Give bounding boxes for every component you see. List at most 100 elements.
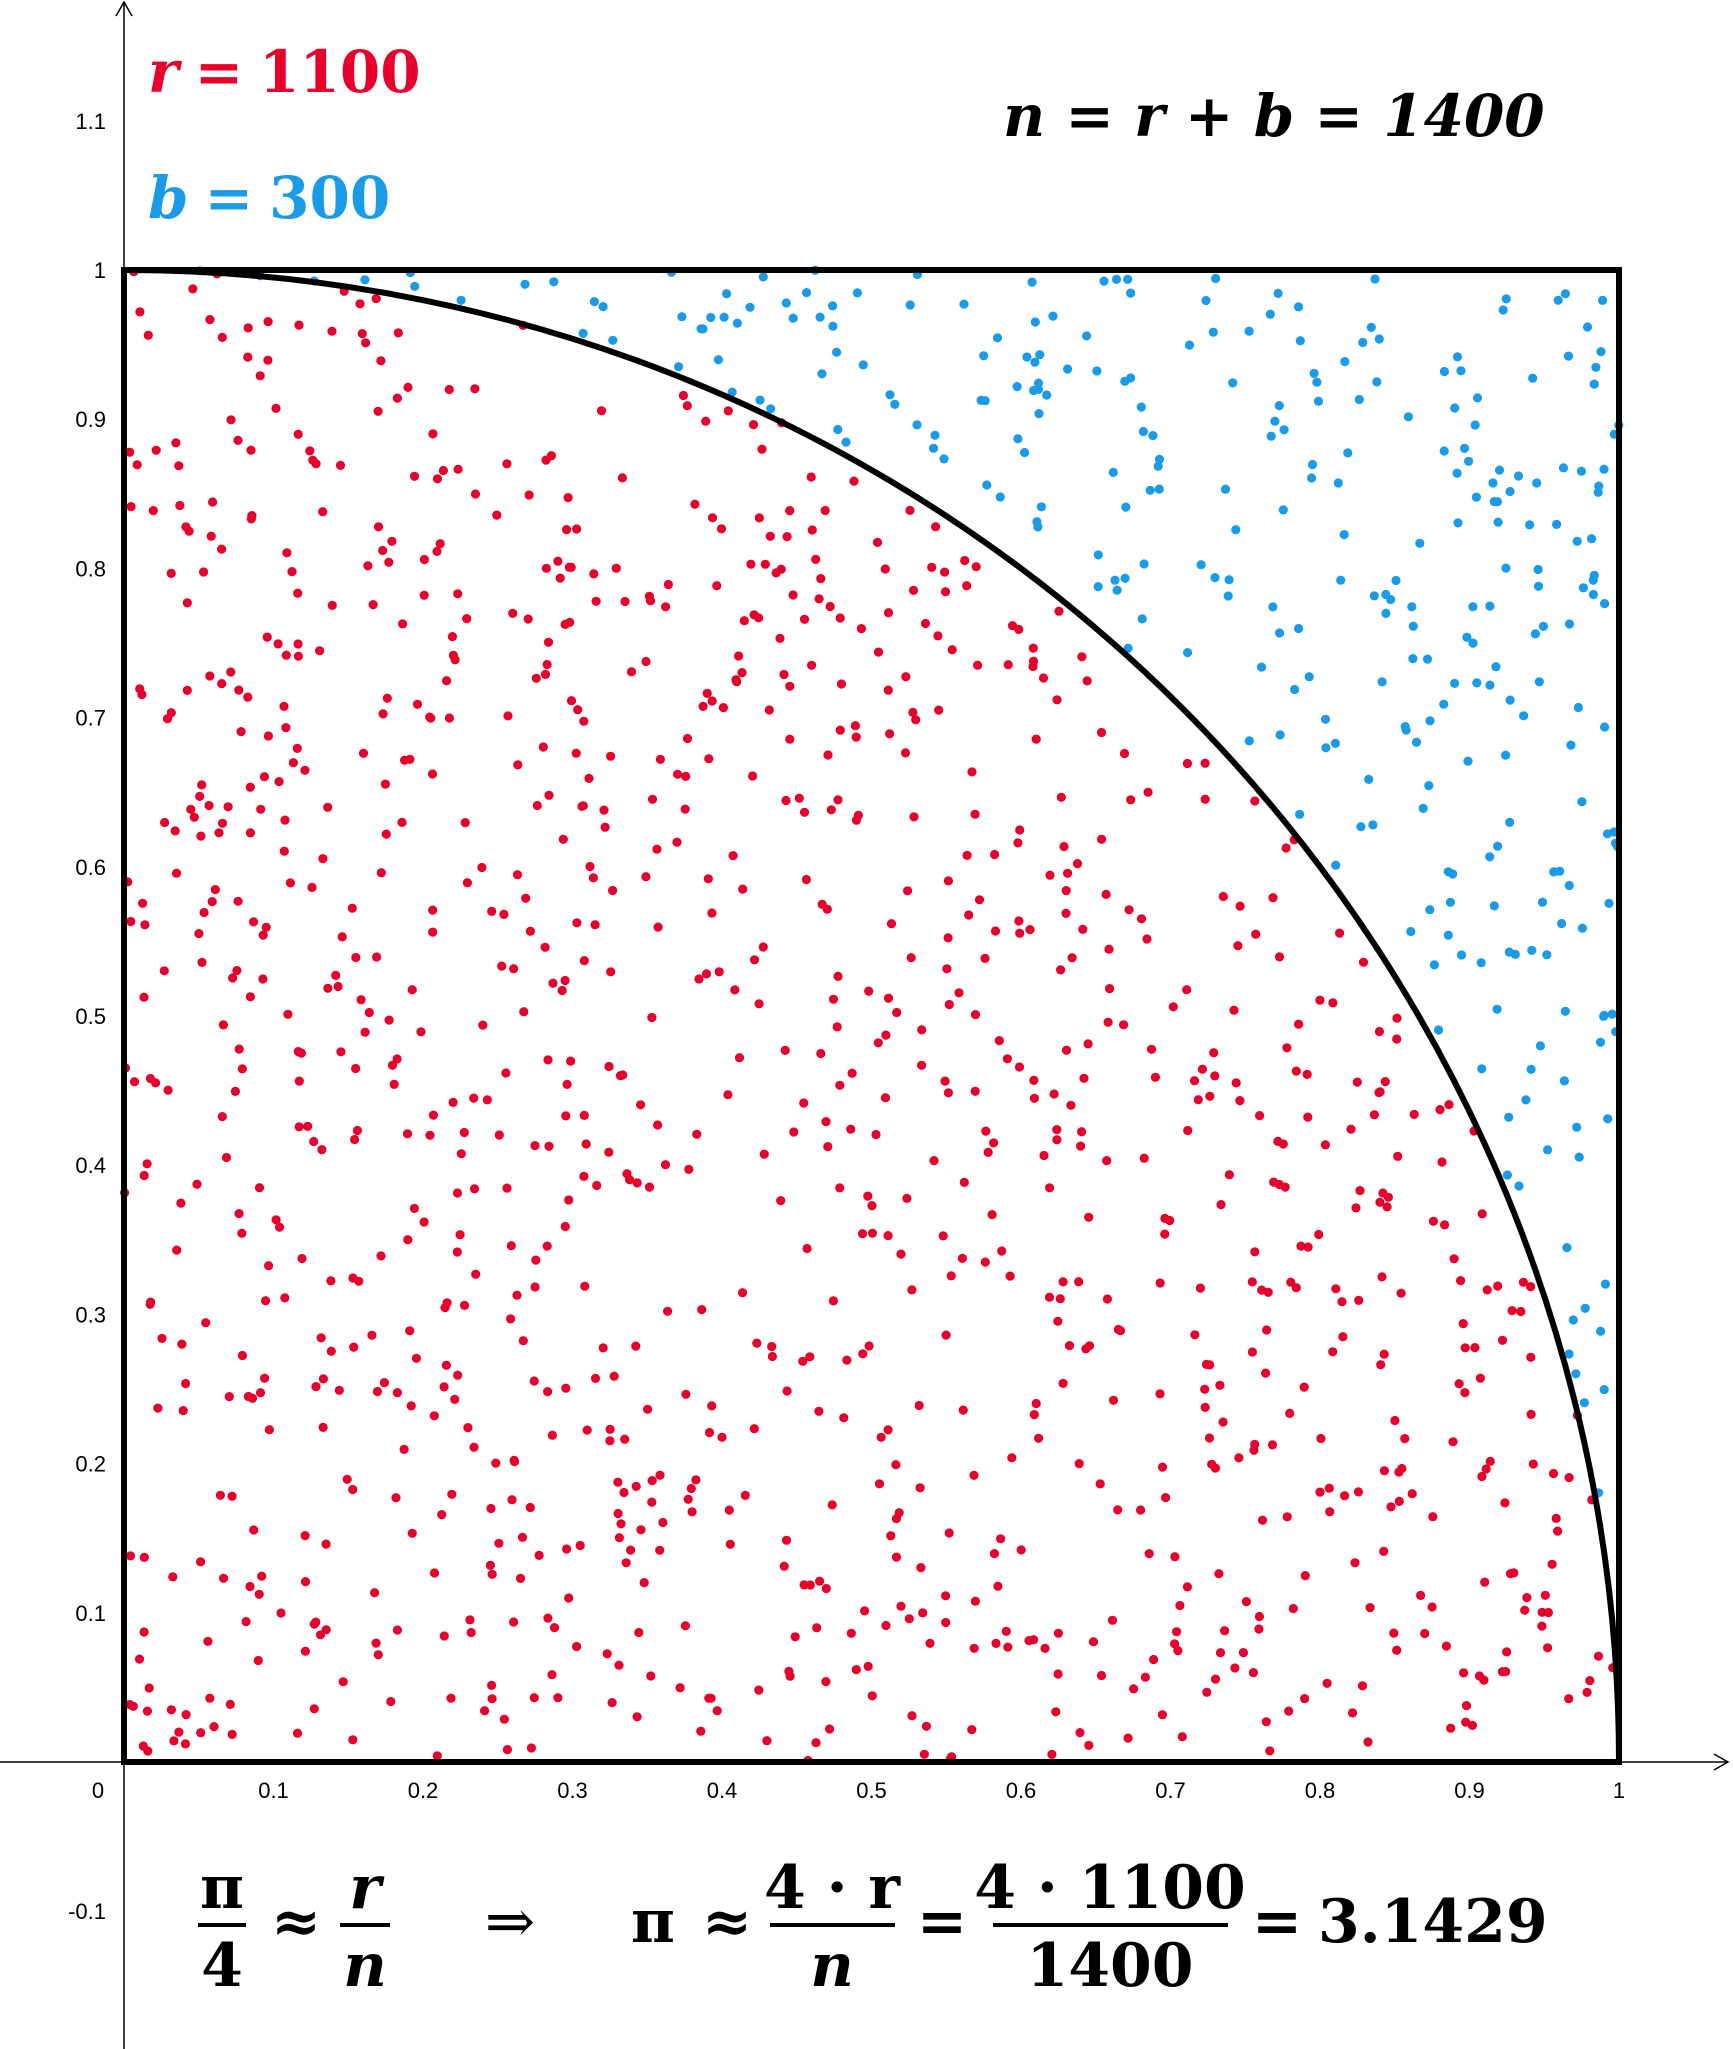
scatter-point: [1072, 859, 1083, 869]
scatter-point: [823, 750, 833, 760]
scatter-point: [1183, 648, 1193, 658]
scatter-point: [543, 1387, 553, 1397]
scatter-point: [459, 1300, 470, 1310]
scatter-point: [755, 395, 765, 405]
scatter-point: [509, 1455, 519, 1465]
scatter-point: [1571, 1369, 1581, 1379]
scatter-point: [416, 1027, 426, 1037]
scatter-point: [827, 1500, 837, 1510]
scatter-point: [1439, 699, 1449, 709]
scatter-point: [1031, 1398, 1041, 1409]
scatter-point: [885, 390, 895, 400]
scatter-point: [911, 715, 921, 725]
scatter-point: [245, 1581, 255, 1592]
scatter-point: [392, 1388, 402, 1398]
scatter-point: [959, 1177, 969, 1187]
scatter-point: [1599, 1385, 1609, 1395]
scatter-point: [890, 399, 900, 409]
scatter-point: [613, 1508, 623, 1519]
scatter-point: [453, 1370, 463, 1380]
scatter-point: [701, 416, 711, 426]
scatter-point: [403, 1235, 413, 1245]
scatter-point: [1108, 467, 1118, 477]
scatter-point: [205, 671, 215, 681]
n-formula: n = r + b = 1400: [1003, 82, 1545, 150]
scatter-point: [738, 884, 748, 894]
scatter-point: [867, 1228, 878, 1238]
scatter-point: [1558, 463, 1569, 473]
scatter-point: [263, 317, 273, 327]
scatter-point: [1157, 1462, 1168, 1472]
scatter-point: [1300, 1694, 1310, 1704]
scatter-point: [941, 1591, 951, 1601]
scatter-point: [1340, 1491, 1350, 1501]
scatter-point: [883, 1425, 893, 1435]
scatter-point: [678, 390, 689, 401]
scatter-point: [1267, 1440, 1278, 1450]
scatter-point: [525, 926, 536, 936]
scatter-point: [487, 906, 497, 917]
scatter-point: [1153, 461, 1163, 471]
scatter-point: [1435, 1105, 1445, 1115]
scatter-point: [506, 1241, 516, 1251]
scatter-point: [1582, 322, 1593, 332]
scatter-point: [646, 1671, 656, 1681]
scatter-point: [1477, 1064, 1487, 1074]
scatter-point: [1269, 1177, 1279, 1187]
scatter-point: [387, 536, 397, 546]
scatter-point: [912, 420, 922, 430]
scatter-point: [450, 1394, 460, 1404]
scatter-point: [263, 355, 273, 365]
scatter-point: [1593, 1651, 1604, 1661]
scatter-point: [1408, 621, 1418, 631]
scatter-point: [1579, 1398, 1589, 1408]
scatter-point: [653, 922, 663, 932]
scatter-point: [143, 330, 153, 340]
scatter-point: [1196, 560, 1206, 570]
scatter-point: [1014, 916, 1024, 926]
scatter-point: [347, 903, 357, 913]
scatter-point: [1525, 520, 1535, 530]
scatter-point: [849, 476, 859, 486]
scatter-point: [224, 1392, 234, 1402]
scatter-point: [847, 1068, 857, 1078]
scatter-point: [1145, 485, 1155, 495]
scatter-point: [153, 1403, 163, 1413]
scatter-point: [1492, 1004, 1502, 1014]
scatter-point: [605, 1436, 615, 1446]
scatter-point: [285, 878, 295, 888]
scatter-point: [1494, 465, 1505, 475]
scatter-point: [785, 506, 795, 516]
scatter-point: [704, 754, 714, 764]
scatter-point: [447, 632, 457, 642]
scatter-point: [407, 985, 417, 995]
scatter-point: [1386, 594, 1396, 605]
scatter-point: [1033, 384, 1044, 394]
scatter-point: [661, 602, 671, 612]
scatter-point: [218, 1020, 228, 1030]
scatter-point: [1049, 1089, 1059, 1099]
scatter-point: [1537, 1621, 1547, 1631]
scatter-point: [469, 1093, 479, 1103]
scatter-point: [1136, 1505, 1146, 1515]
scatter-point: [908, 585, 919, 596]
scatter-point: [311, 1382, 321, 1392]
scatter-point: [1439, 366, 1449, 377]
scatter-point: [561, 1383, 571, 1393]
scatter-point: [938, 1231, 948, 1241]
scatter-point: [1304, 672, 1314, 682]
scatter-point: [896, 1601, 906, 1611]
scatter-point: [223, 802, 233, 812]
scatter-point: [1216, 1200, 1226, 1210]
scatter-point: [1407, 1489, 1417, 1499]
scatter-point: [781, 298, 791, 308]
scatter-point: [712, 581, 722, 591]
scatter-point: [681, 1389, 691, 1399]
scatter-point: [1102, 1294, 1112, 1304]
b-label: b = 300: [148, 164, 390, 232]
scatter-point: [1377, 1272, 1387, 1282]
scatter-point: [1148, 431, 1158, 441]
scatter-point: [754, 999, 764, 1009]
scatter-point: [1400, 1434, 1410, 1444]
scatter-point: [588, 873, 599, 883]
